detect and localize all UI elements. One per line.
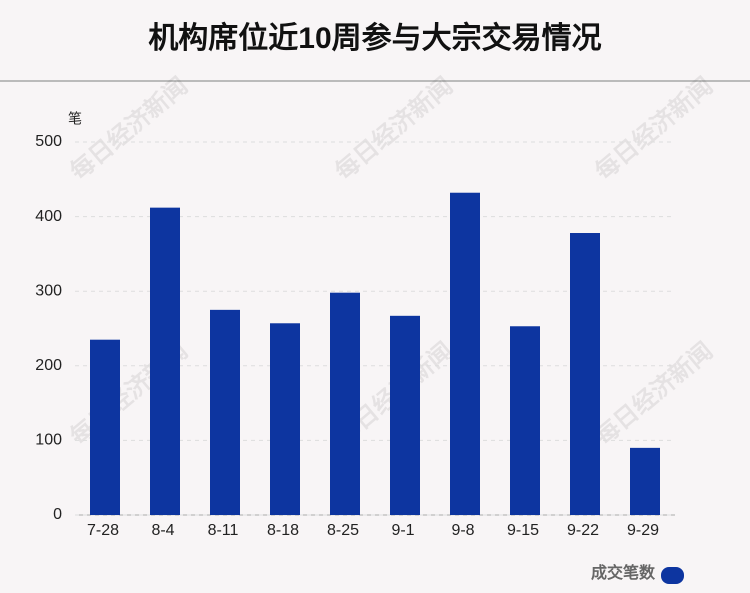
bar: [90, 339, 120, 515]
bar: [150, 207, 180, 515]
x-tick-label: 9-29: [627, 522, 659, 539]
x-tick-label: 7-28: [87, 522, 119, 539]
legend-label: 成交笔数: [591, 563, 656, 582]
y-tick-label: 200: [35, 357, 62, 374]
bar: [390, 315, 420, 515]
bar: [330, 292, 360, 515]
y-axis-label: 笔: [68, 111, 82, 127]
x-tick-label: 9-22: [567, 522, 599, 539]
bar: [270, 323, 300, 515]
chart-title: 机构席位近10周参与大宗交易情况: [148, 21, 601, 55]
bar: [510, 326, 540, 515]
bar: [450, 192, 480, 515]
bar: [630, 447, 660, 515]
x-tick-label: 9-1: [391, 522, 414, 539]
x-tick-label: 9-15: [507, 522, 539, 539]
bar: [210, 309, 240, 515]
x-tick-label: 8-18: [267, 522, 299, 539]
y-tick-label: 400: [35, 208, 62, 225]
y-tick-label: 300: [35, 282, 62, 299]
legend-swatch: [661, 567, 684, 584]
x-tick-label: 9-8: [451, 522, 474, 539]
x-tick-label: 8-11: [208, 522, 239, 539]
y-tick-label: 100: [35, 432, 62, 449]
bar: [570, 233, 600, 515]
y-tick-label: 500: [35, 133, 62, 150]
y-tick-label: 0: [53, 506, 62, 523]
x-tick-label: 8-25: [327, 522, 359, 539]
x-tick-label: 8-4: [151, 522, 174, 539]
